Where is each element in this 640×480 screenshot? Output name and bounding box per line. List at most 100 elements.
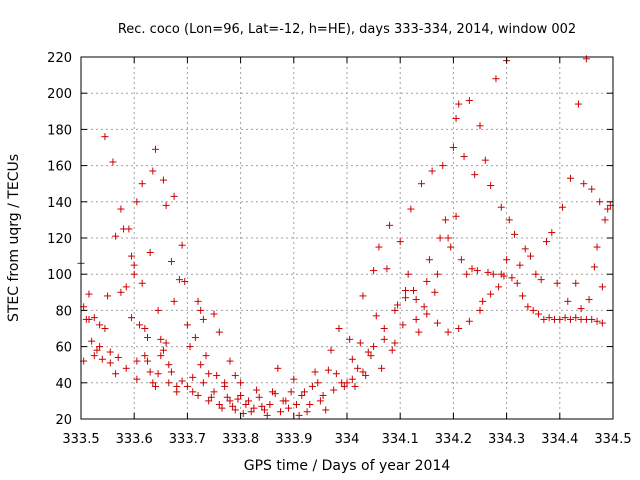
data-point bbox=[359, 292, 367, 300]
data-point bbox=[255, 393, 263, 401]
data-point bbox=[484, 268, 492, 276]
data-point bbox=[122, 283, 130, 291]
data-point bbox=[130, 270, 138, 278]
x-tick-label: 334.5 bbox=[594, 432, 631, 447]
data-point bbox=[218, 404, 226, 412]
data-point bbox=[388, 346, 396, 354]
data-point bbox=[604, 205, 612, 213]
data-point bbox=[226, 397, 234, 405]
data-point bbox=[574, 100, 582, 108]
data-point bbox=[151, 145, 159, 153]
x-tick-label: 334.2 bbox=[435, 432, 472, 447]
y-tick-label: 40 bbox=[55, 377, 72, 392]
data-point bbox=[199, 315, 207, 323]
data-point bbox=[566, 315, 574, 323]
data-point bbox=[473, 267, 481, 275]
data-point bbox=[128, 314, 136, 322]
x-tick-label: 334.4 bbox=[541, 432, 578, 447]
data-point bbox=[202, 352, 210, 360]
data-point bbox=[412, 315, 420, 323]
data-point bbox=[234, 395, 242, 403]
x-tick-label: 334.1 bbox=[382, 432, 419, 447]
data-point bbox=[417, 180, 425, 188]
data-point bbox=[207, 393, 215, 401]
data-point bbox=[511, 230, 519, 238]
data-point bbox=[146, 368, 154, 376]
data-point bbox=[282, 397, 290, 405]
data-point bbox=[154, 370, 162, 378]
data-point bbox=[106, 359, 114, 367]
x-tick-label: 333.8 bbox=[222, 432, 259, 447]
data-point bbox=[457, 256, 465, 264]
data-point bbox=[112, 232, 120, 240]
data-point bbox=[452, 115, 460, 123]
data-point bbox=[197, 306, 205, 314]
y-tick-label: 200 bbox=[47, 87, 72, 102]
y-tick-labels: 20 40 60 80 100 120 140 160 180 200 220 bbox=[47, 51, 72, 428]
data-point bbox=[96, 321, 104, 329]
data-point bbox=[553, 279, 561, 287]
data-point bbox=[433, 270, 441, 278]
data-point bbox=[340, 382, 348, 390]
data-point bbox=[85, 290, 93, 298]
data-point bbox=[596, 198, 604, 206]
data-point bbox=[492, 75, 500, 83]
axis-ticks bbox=[80, 56, 614, 420]
data-point bbox=[101, 133, 109, 141]
data-point bbox=[497, 270, 505, 278]
data-point bbox=[261, 406, 269, 414]
data-point bbox=[497, 203, 505, 211]
data-point bbox=[104, 292, 112, 300]
data-point bbox=[404, 270, 412, 278]
data-point bbox=[149, 379, 157, 387]
data-point bbox=[402, 294, 410, 302]
data-point bbox=[101, 325, 109, 332]
x-tick-label: 333.5 bbox=[62, 432, 99, 447]
chart-title: Rec. coco (Lon=96, Lat=-12, h=HE), days … bbox=[118, 22, 576, 37]
data-point bbox=[513, 279, 521, 287]
data-point bbox=[194, 391, 202, 399]
data-point bbox=[545, 314, 553, 322]
data-point bbox=[537, 276, 545, 284]
data-point bbox=[157, 352, 165, 360]
data-point bbox=[332, 370, 340, 378]
data-point bbox=[85, 315, 93, 323]
data-point bbox=[330, 386, 338, 394]
data-point bbox=[106, 348, 114, 356]
data-point bbox=[274, 364, 282, 372]
data-point bbox=[306, 401, 314, 409]
data-point bbox=[314, 379, 322, 387]
y-axis-label: STEC from uqrg / TECUs bbox=[6, 154, 22, 322]
data-point bbox=[149, 167, 157, 175]
data-point bbox=[157, 335, 165, 343]
data-point bbox=[197, 361, 205, 369]
data-point bbox=[159, 176, 167, 184]
data-point bbox=[489, 270, 497, 278]
data-point bbox=[588, 185, 596, 193]
data-point bbox=[136, 321, 144, 329]
data-point bbox=[162, 339, 170, 347]
data-point bbox=[205, 397, 213, 405]
data-point bbox=[495, 283, 503, 291]
x-axis-label: GPS time / Days of year 2014 bbox=[244, 458, 451, 474]
data-point bbox=[455, 100, 463, 108]
grid-lines bbox=[81, 57, 613, 419]
data-point bbox=[159, 346, 167, 354]
data-point bbox=[479, 297, 487, 305]
data-point bbox=[433, 319, 441, 327]
data-point bbox=[133, 375, 141, 383]
data-point bbox=[237, 391, 245, 399]
data-point bbox=[144, 334, 151, 342]
y-tick-label: 80 bbox=[55, 304, 72, 319]
x-tick-label: 333.7 bbox=[169, 432, 206, 447]
data-point bbox=[354, 364, 362, 372]
data-point bbox=[128, 252, 136, 260]
data-point bbox=[98, 355, 106, 363]
data-point bbox=[519, 292, 527, 300]
data-point bbox=[391, 306, 399, 314]
data-point bbox=[186, 343, 194, 351]
data-point bbox=[231, 406, 239, 414]
data-point bbox=[231, 372, 239, 380]
data-point bbox=[290, 375, 298, 383]
